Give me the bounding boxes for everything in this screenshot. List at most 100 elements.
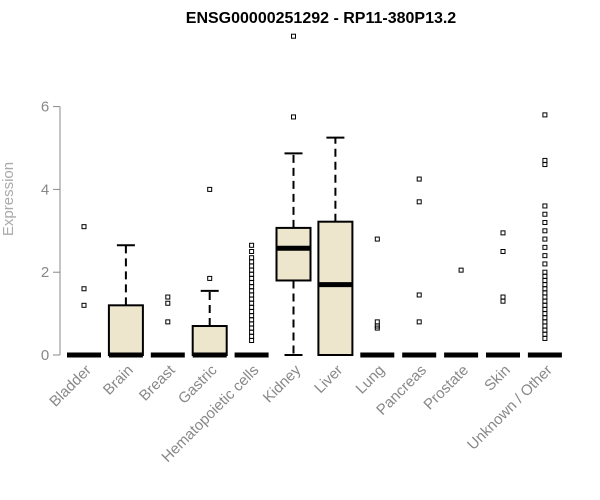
outlier-point: [542, 319, 548, 325]
outlier-point: [81, 286, 87, 292]
box-group: [317, 136, 354, 356]
outlier-point: [542, 220, 548, 226]
outlier-point: [81, 224, 87, 230]
outlier-point: [542, 269, 548, 275]
outlier-point: [542, 253, 548, 259]
x-tick-label: Prostate: [420, 362, 472, 414]
outlier-point: [542, 261, 548, 267]
outlier-point: [291, 114, 296, 120]
outlier-point: [165, 300, 171, 306]
outlier-point: [500, 230, 506, 236]
outlier-point: [542, 327, 548, 333]
outlier-point: [542, 112, 548, 118]
x-tick-label: Lung: [353, 362, 389, 398]
x-tick-label: Breast: [136, 361, 179, 404]
outlier-point: [542, 211, 548, 217]
outlier-point: [542, 244, 548, 250]
outlier-point: [542, 286, 548, 292]
outlier-point: [542, 290, 548, 296]
outlier-point: [249, 284, 255, 290]
outlier-point: [500, 249, 506, 254]
outlier-point: [81, 302, 87, 308]
outlier-point: [249, 288, 255, 294]
outlier-point: [500, 294, 506, 300]
x-tick-label: Liver: [311, 362, 346, 397]
outlier-point: [249, 271, 255, 277]
outlier-point: [249, 292, 255, 298]
outlier-point: [542, 323, 548, 329]
x-tick-label: Kidney: [260, 361, 305, 406]
outlier-point: [542, 306, 548, 312]
box-group: [191, 186, 228, 358]
outlier-point: [249, 304, 255, 310]
x-tick-label: Brain: [100, 362, 137, 399]
outlier-point: [291, 33, 296, 39]
box-group: [486, 230, 520, 358]
boxes: [67, 33, 562, 358]
x-tick-label: Bladder: [46, 362, 95, 411]
outlier-point: [542, 282, 548, 288]
outlier-point: [542, 277, 548, 283]
outlier-point: [542, 335, 548, 341]
box-group: [402, 176, 437, 358]
outlier-point: [374, 325, 380, 331]
y-axis-label: Expression: [0, 162, 17, 236]
box: [275, 226, 312, 282]
x-tick-label: Skin: [481, 362, 514, 395]
outlier-point: [249, 317, 255, 323]
outlier-point: [249, 259, 255, 265]
outlier-point: [249, 333, 255, 339]
outlier-point: [542, 302, 548, 308]
box-group: [107, 244, 144, 358]
outlier-point: [416, 319, 422, 325]
box: [107, 304, 144, 357]
y-tick-label: 6: [41, 99, 49, 116]
outlier-point: [249, 300, 255, 306]
outlier-point: [374, 319, 380, 325]
box-group: [527, 112, 562, 358]
box-group: [275, 33, 312, 356]
outlier-point: [249, 325, 255, 331]
chart-title: ENSG00000251292 - RP11-380P13.2: [186, 10, 457, 27]
outlier-point: [165, 294, 171, 300]
y-tick-label: 4: [41, 181, 49, 198]
outlier-point: [542, 331, 548, 337]
outlier-point: [542, 203, 548, 209]
outlier-point: [165, 319, 171, 325]
outlier-point: [249, 280, 255, 286]
box-group: [150, 294, 185, 358]
outlier-point: [249, 321, 255, 327]
box-group: [444, 267, 479, 358]
outlier-point: [542, 311, 548, 317]
outlier-point: [542, 162, 548, 168]
outlier-point: [249, 263, 255, 269]
outlier-point: [542, 298, 548, 304]
outlier-point: [249, 242, 255, 248]
outlier-point: [249, 255, 255, 261]
outlier-point: [207, 275, 213, 281]
outlier-point: [416, 176, 422, 182]
outlier-point: [500, 298, 506, 304]
outlier-point: [249, 296, 255, 302]
outlier-point: [542, 315, 548, 321]
outlier-point: [249, 329, 255, 335]
outlier-point: [542, 157, 548, 163]
box: [191, 325, 228, 356]
outlier-point: [416, 292, 422, 298]
outlier-point: [249, 309, 255, 315]
outlier-point: [249, 313, 255, 319]
outlier-point: [416, 199, 422, 205]
outlier-point: [207, 186, 213, 192]
outlier-point: [374, 236, 380, 242]
y-axis: 0 2 4 6: [41, 99, 61, 364]
outlier-point: [249, 275, 255, 281]
y-tick-label: 0: [41, 347, 49, 364]
y-tick-label: 2: [41, 264, 49, 281]
outlier-point: [249, 249, 255, 254]
box: [317, 220, 354, 356]
outlier-point: [542, 228, 548, 234]
outlier-point: [249, 267, 255, 273]
outlier-point: [542, 236, 548, 242]
